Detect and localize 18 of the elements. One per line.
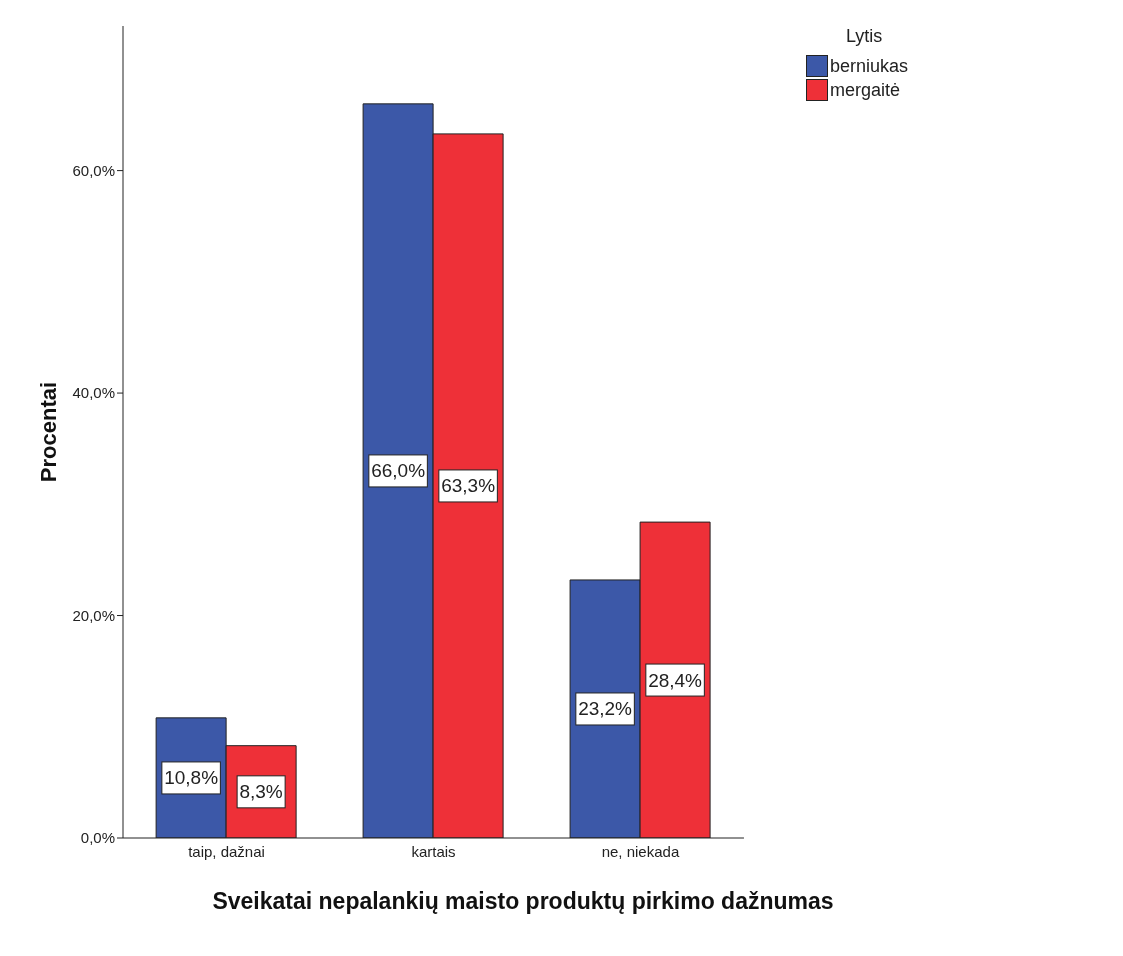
legend-label: berniukas [829, 55, 908, 77]
data-label: 28,4% [648, 669, 703, 691]
x-tick-label: ne, niekada [601, 842, 680, 860]
y-tick-label: 60,0% [72, 161, 115, 179]
x-tick-label: kartais [411, 842, 456, 860]
y-axis-title: Procentai [35, 381, 61, 483]
data-label: 63,3% [441, 475, 496, 497]
y-tick-label: 0,0% [80, 829, 115, 847]
data-label: 66,0% [371, 460, 426, 482]
data-label: 8,3% [239, 781, 283, 803]
data-label: 10,8% [164, 767, 219, 789]
x-axis-title: Sveikatai nepalankių maisto produktų pirkimo dažnumas [211, 888, 835, 914]
legend-label: mergaitė [829, 79, 900, 101]
data-label: 23,2% [578, 698, 633, 720]
y-tick-label: 40,0% [72, 384, 115, 402]
legend-title: Lytis [845, 26, 884, 47]
x-tick-label: taip, dažnai [188, 842, 265, 860]
y-tick-label: 20,0% [72, 606, 115, 624]
